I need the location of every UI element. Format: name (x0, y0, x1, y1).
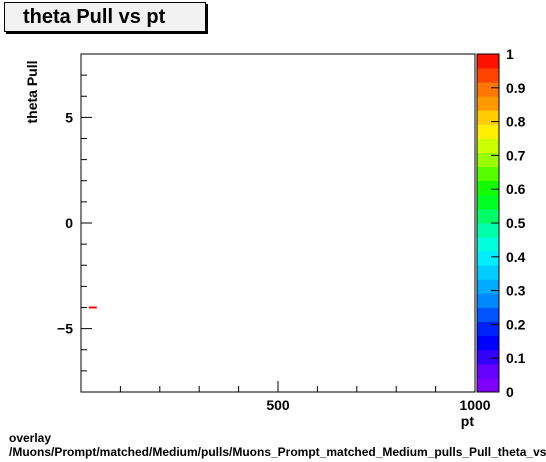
colorbar-segment (477, 152, 499, 168)
colorbar-segment (477, 96, 499, 111)
colorbar-segment (477, 166, 499, 182)
colorbar-segment (477, 68, 499, 83)
colorbar-tick-label: 0.3 (506, 283, 526, 299)
y-tick-label: −5 (57, 321, 73, 337)
colorbar-segment (477, 237, 499, 252)
colorbar-segment (477, 223, 499, 238)
colorbar-segment (477, 138, 499, 153)
footer-caption: overlay /Muons/Prompt/matched/Medium/pul… (9, 431, 546, 459)
colorbar-segment (477, 194, 499, 210)
colorbar-segment (477, 208, 499, 224)
colorbar-segment (477, 307, 499, 322)
colorbar-tick-label: 0 (506, 384, 514, 400)
y-axis-label: theta Pull (24, 60, 40, 123)
colorbar-tick-label: 0.6 (506, 181, 526, 197)
colorbar-segment (477, 265, 499, 280)
colorbar-tick-label: 0.1 (506, 350, 526, 366)
colorbar-segment (477, 180, 499, 196)
colorbar-tick-label: 0.4 (506, 249, 526, 265)
colorbar-segment (477, 251, 499, 266)
colorbar-ticks: 0 0.1 0.2 0.3 0.4 0.5 0.6 0.7 0.8 0.9 1 (491, 46, 526, 400)
colorbar-segment (477, 293, 499, 308)
x-tick-label: 1000 (459, 397, 490, 413)
colorbar-segment (477, 335, 499, 351)
colorbar-segment (477, 82, 499, 97)
colorbar-tick-label: 1 (506, 46, 514, 62)
colorbar-segment (477, 321, 499, 337)
x-tick-label: 500 (266, 397, 290, 413)
title-box: theta Pull vs pt (4, 2, 206, 32)
y-axis: 5 0 −5 (57, 53, 92, 393)
y-tick-label: 0 (65, 215, 73, 231)
colorbar-tick-label: 0.9 (506, 80, 526, 96)
colorbar-segment (477, 54, 499, 69)
colorbar-tick-label: 0.2 (506, 316, 526, 332)
footer-line-1: overlay (9, 431, 52, 445)
chart-canvas: 00.10.20.30.40.50.60.70.80.91 500 1000 50… (24, 46, 526, 429)
x-axis: 500 1000 (119, 381, 491, 413)
colorbar-segment (477, 110, 499, 125)
footer-line-2: /Muons/Prompt/matched/Medium/pulls/Muons… (9, 445, 546, 459)
colorbar-segment (477, 363, 499, 379)
chart-title: theta Pull vs pt (23, 6, 166, 28)
colorbar-segment (477, 279, 499, 294)
colorbar-tick-label: 0.8 (506, 114, 526, 130)
colorbar-tick-label: 0.7 (506, 147, 526, 163)
y-tick-label: 5 (65, 109, 73, 125)
plot-frame (80, 53, 476, 393)
colorbar-segment (477, 349, 499, 365)
colorbar-segment (477, 124, 499, 139)
x-axis-label: pt (461, 413, 475, 429)
colorbar-segment (477, 377, 499, 393)
colorbar-tick-label: 0.5 (506, 215, 526, 231)
colorbar (476, 53, 500, 393)
